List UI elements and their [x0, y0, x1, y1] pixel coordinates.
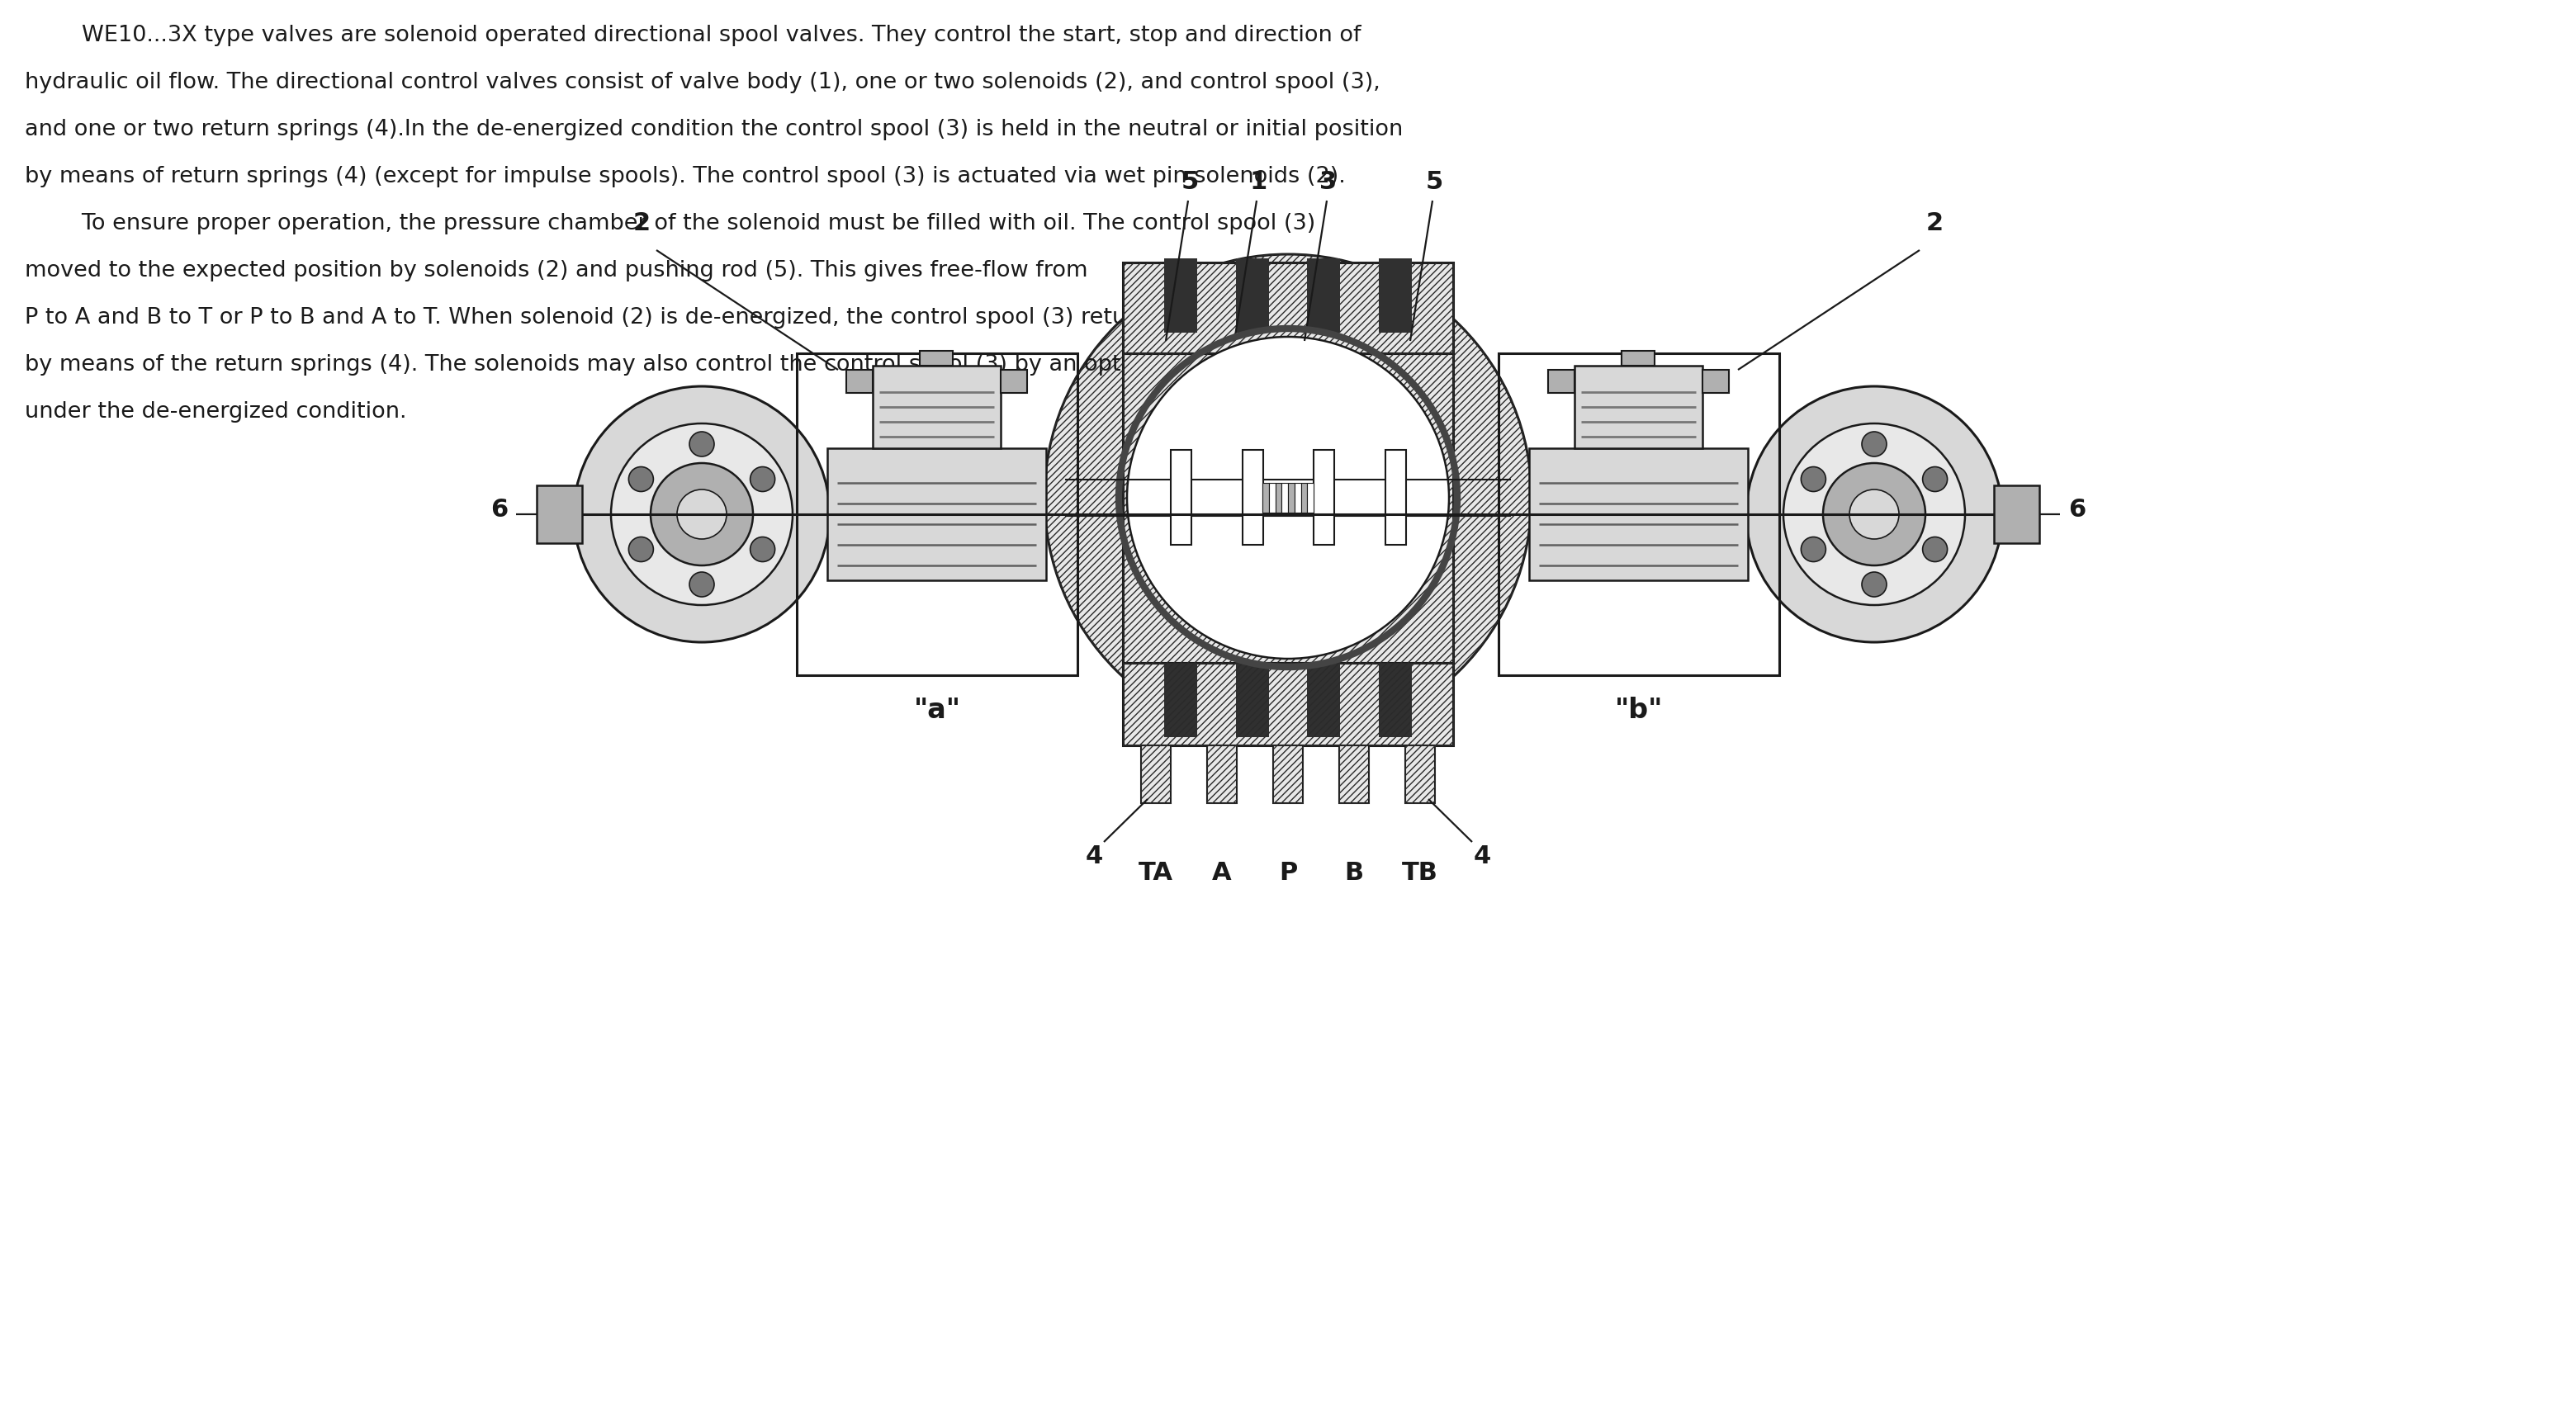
Bar: [1270, 484, 1275, 513]
Text: 2: 2: [1927, 211, 1942, 235]
Text: 4: 4: [1084, 844, 1103, 868]
Bar: [1164, 663, 1198, 737]
Circle shape: [1824, 462, 1924, 566]
Bar: [1262, 484, 1270, 513]
Circle shape: [1801, 467, 1826, 492]
Text: "b": "b": [1615, 696, 1664, 724]
Circle shape: [1783, 423, 1965, 605]
Bar: [1340, 745, 1368, 803]
Bar: [1574, 366, 1703, 448]
Bar: [1301, 484, 1306, 513]
Circle shape: [1850, 489, 1899, 539]
Bar: [920, 351, 953, 366]
Text: 4: 4: [1473, 844, 1492, 868]
Bar: [1123, 263, 1453, 354]
Bar: [1293, 484, 1301, 513]
Text: P: P: [1278, 861, 1298, 885]
Bar: [1530, 448, 1749, 580]
Bar: [1123, 263, 1453, 354]
Bar: [1170, 450, 1190, 544]
Circle shape: [1043, 255, 1533, 741]
Circle shape: [1862, 573, 1886, 597]
Text: and one or two return springs (4).In the de-energized condition the control spoo: and one or two return springs (4).In the…: [26, 119, 1404, 140]
Circle shape: [1922, 467, 1947, 492]
Bar: [1306, 259, 1340, 332]
Circle shape: [750, 537, 775, 561]
Bar: [1123, 354, 1453, 663]
Text: TB: TB: [1401, 861, 1437, 885]
Bar: [1141, 745, 1170, 803]
Text: 2: 2: [634, 211, 649, 235]
Bar: [827, 448, 1046, 580]
Bar: [1236, 259, 1270, 332]
Bar: [1703, 370, 1728, 393]
Text: 6: 6: [2069, 498, 2087, 522]
Bar: [1378, 663, 1412, 737]
Text: 6: 6: [489, 498, 507, 522]
Bar: [1208, 745, 1236, 803]
Bar: [1406, 745, 1435, 803]
Bar: [1164, 259, 1198, 332]
Bar: [1141, 745, 1170, 803]
Bar: [1236, 663, 1270, 737]
Text: under the de-energized condition.: under the de-energized condition.: [26, 402, 407, 423]
Bar: [1994, 485, 2040, 543]
Bar: [1288, 484, 1293, 513]
Text: 3: 3: [1319, 170, 1337, 194]
Bar: [1306, 484, 1314, 513]
Circle shape: [677, 489, 726, 539]
Text: moved to the expected position by solenoids (2) and pushing rod (5). This gives : moved to the expected position by soleno…: [26, 260, 1087, 281]
Circle shape: [1922, 537, 1947, 561]
Bar: [1123, 354, 1453, 663]
Circle shape: [574, 386, 829, 642]
Bar: [1340, 745, 1368, 803]
Text: TA: TA: [1139, 861, 1172, 885]
Bar: [1548, 370, 1574, 393]
Circle shape: [611, 423, 793, 605]
Bar: [1273, 745, 1303, 803]
Bar: [1242, 450, 1262, 544]
Text: B: B: [1345, 861, 1363, 885]
Bar: [1275, 484, 1283, 513]
Bar: [1283, 484, 1288, 513]
Text: To ensure proper operation, the pressure chamber of the solenoid must be filled : To ensure proper operation, the pressure…: [26, 214, 1316, 235]
Bar: [1314, 450, 1334, 544]
Bar: [1208, 745, 1236, 803]
Bar: [1123, 663, 1453, 745]
Text: WE10...3X type valves are solenoid operated directional spool valves. They contr: WE10...3X type valves are solenoid opera…: [26, 25, 1360, 47]
Bar: [1386, 450, 1406, 544]
Bar: [999, 370, 1028, 393]
Bar: [1306, 663, 1340, 737]
Circle shape: [652, 462, 752, 566]
Circle shape: [1862, 431, 1886, 457]
Bar: [873, 366, 999, 448]
Bar: [1499, 354, 1780, 676]
Text: hydraulic oil flow. The directional control valves consist of valve body (1), on: hydraulic oil flow. The directional cont…: [26, 72, 1381, 93]
Circle shape: [1128, 337, 1448, 659]
Text: 1: 1: [1249, 170, 1267, 194]
Bar: [1620, 351, 1654, 366]
Text: A: A: [1213, 861, 1231, 885]
Circle shape: [1801, 537, 1826, 561]
Text: by means of the return springs (4). The solenoids may also control the control s: by means of the return springs (4). The …: [26, 354, 1396, 376]
Circle shape: [629, 537, 654, 561]
Circle shape: [1747, 386, 2002, 642]
Bar: [1378, 259, 1412, 332]
Bar: [536, 485, 582, 543]
Bar: [848, 370, 873, 393]
Text: P to A and B to T or P to B and A to T. When solenoid (2) is de-energized, the c: P to A and B to T or P to B and A to T. …: [26, 307, 1406, 328]
Bar: [1273, 745, 1303, 803]
Text: by means of return springs (4) (except for impulse spools). The control spool (3: by means of return springs (4) (except f…: [26, 165, 1345, 188]
Text: 5: 5: [1180, 170, 1198, 194]
Circle shape: [629, 467, 654, 492]
Circle shape: [690, 573, 714, 597]
Circle shape: [690, 431, 714, 457]
Text: "a": "a": [914, 696, 961, 724]
Bar: [1406, 745, 1435, 803]
Bar: [796, 354, 1077, 676]
Circle shape: [750, 467, 775, 492]
Bar: [1123, 663, 1453, 745]
Text: 5: 5: [1425, 170, 1443, 194]
